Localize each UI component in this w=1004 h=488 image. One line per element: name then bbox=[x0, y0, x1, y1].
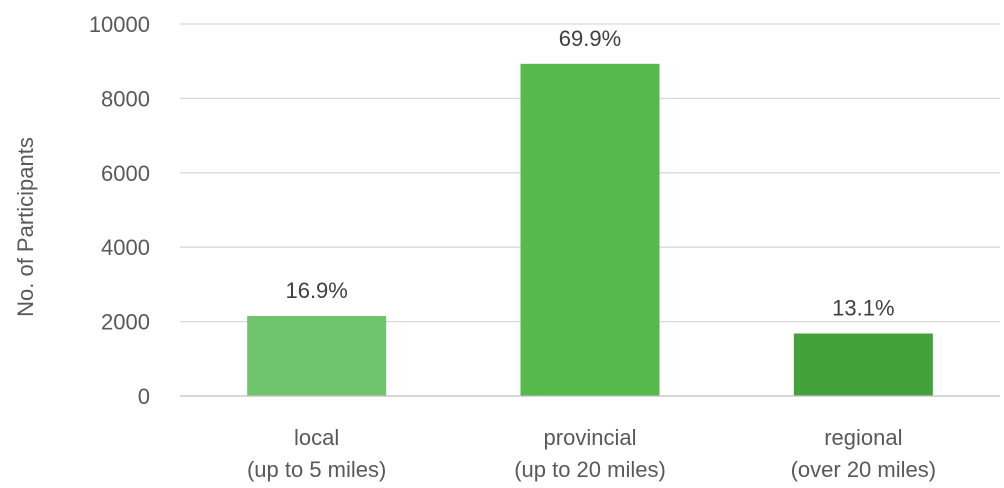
bar bbox=[247, 316, 387, 396]
data-labels: 16.9% 69.9% 13.1% bbox=[285, 26, 894, 321]
y-tick-label: 4000 bbox=[101, 235, 150, 260]
y-tick-label: 0 bbox=[138, 384, 150, 409]
x-category-label: (up to 5 miles) bbox=[247, 457, 386, 482]
bar bbox=[520, 63, 660, 396]
y-tick-label: 8000 bbox=[101, 86, 150, 111]
y-axis-title: No. of Participants bbox=[13, 137, 38, 317]
bar bbox=[793, 333, 933, 396]
y-tick-label: 2000 bbox=[101, 310, 150, 335]
y-axis-ticks: 0 2000 4000 6000 8000 10000 bbox=[89, 12, 150, 409]
y-tick-label: 10000 bbox=[89, 12, 150, 37]
x-category-label: local bbox=[294, 425, 339, 450]
bars bbox=[247, 63, 933, 396]
data-label: 69.9% bbox=[559, 26, 621, 51]
data-label: 13.1% bbox=[832, 296, 894, 321]
x-category-label: provincial bbox=[544, 425, 637, 450]
y-tick-label: 6000 bbox=[101, 161, 150, 186]
x-category-label: (up to 20 miles) bbox=[514, 457, 666, 482]
x-category-label: (over 20 miles) bbox=[791, 457, 936, 482]
x-category-label: regional bbox=[824, 425, 902, 450]
x-axis-categories: local (up to 5 miles) provincial (up to 20 … bbox=[247, 425, 936, 482]
data-label: 16.9% bbox=[285, 278, 347, 303]
